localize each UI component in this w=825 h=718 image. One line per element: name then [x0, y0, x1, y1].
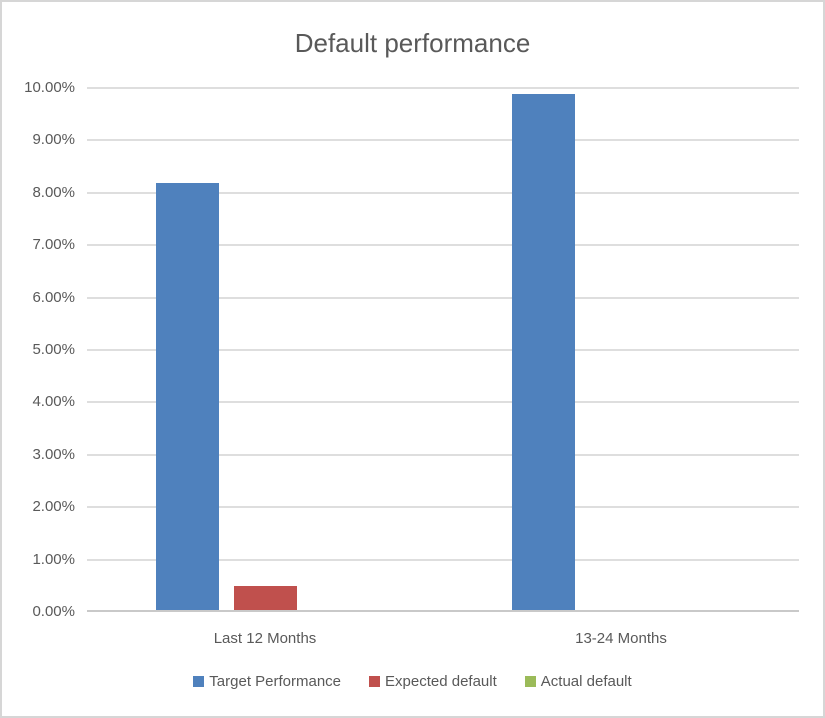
gridline: [87, 401, 799, 404]
y-axis-tick-label: 4.00%: [32, 393, 75, 411]
y-axis-tick-label: 5.00%: [32, 341, 75, 358]
legend-item-expected-default: Expected default: [369, 673, 497, 690]
legend-item-target-performance: Target Performance: [193, 673, 341, 690]
gridline: [87, 349, 799, 351]
legend-label: Target Performance: [209, 672, 342, 690]
bar-expected-default-last-12-months: [233, 586, 297, 610]
gridline: [87, 558, 799, 561]
y-axis-tick-label: 3.00%: [32, 445, 75, 463]
legend-swatch-icon: [524, 675, 536, 687]
gridline: [87, 453, 799, 456]
gridline: [87, 506, 799, 509]
gridline: [87, 296, 799, 299]
legend: Target Performance Expected default Actual…: [2, 670, 823, 692]
y-axis-tick-label: 8.00%: [32, 183, 75, 201]
legend-label: Actual default: [540, 672, 632, 690]
bar-target-performance-last-12-months: [155, 182, 219, 610]
legend-swatch-icon: [193, 675, 205, 687]
legend-label: Expected default: [385, 672, 497, 690]
y-axis-tick-label: 7.00%: [32, 236, 75, 254]
gridline: [87, 244, 799, 247]
x-axis-category-label-last-12-months: Last 12 Months: [213, 630, 317, 647]
chart-title: Default performance: [294, 28, 531, 58]
legend-item-actual-default: Actual default: [524, 672, 632, 690]
legend-swatch-icon: [369, 675, 381, 687]
bar-target-performance-13-24-months: [511, 93, 575, 610]
y-axis-tick-label: 1.00%: [32, 550, 75, 568]
gridline: [87, 191, 799, 194]
gridline: [87, 87, 799, 89]
y-axis-tick-label: 0.00%: [32, 603, 75, 620]
y-axis-tick-label: 10.00%: [24, 79, 75, 96]
plot-area: [87, 87, 799, 612]
y-axis-tick-label: 2.00%: [32, 498, 75, 516]
gridline: [87, 139, 799, 142]
x-axis-category-label-13-24-months: 13-24 Months: [575, 630, 667, 647]
y-axis-tick-label: 9.00%: [32, 131, 75, 149]
y-axis-tick-label: 6.00%: [32, 288, 75, 306]
